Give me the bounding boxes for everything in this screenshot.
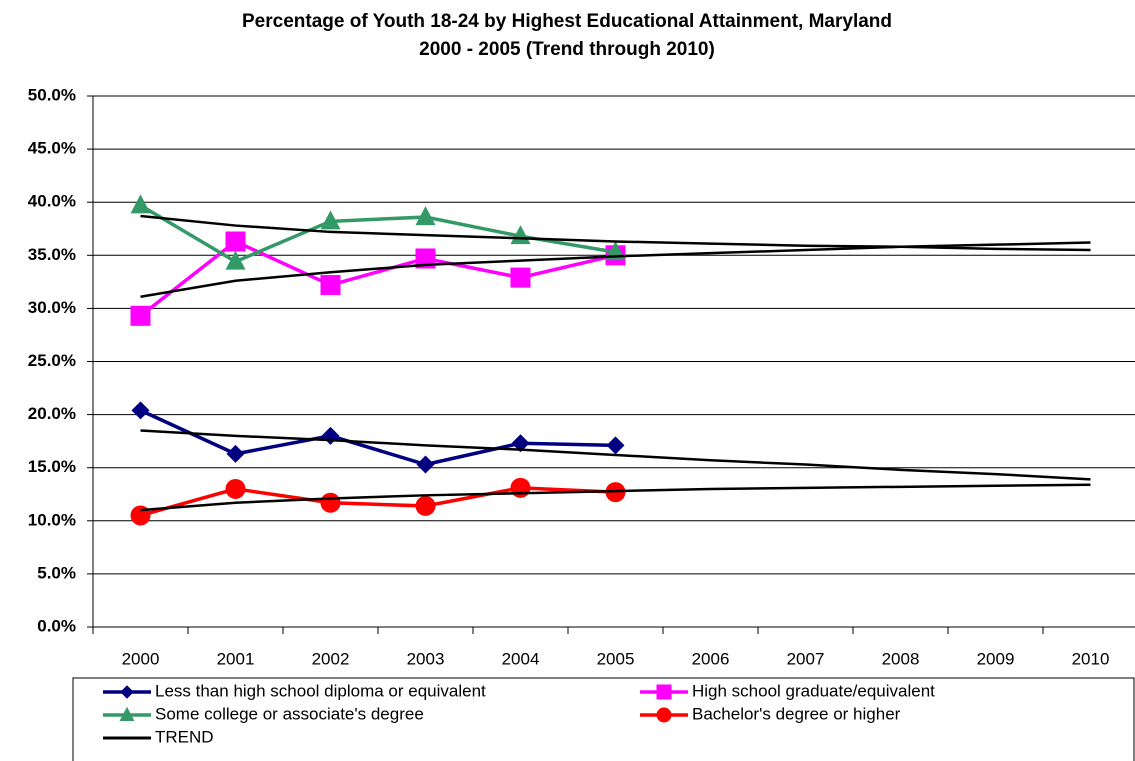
legend-label: Less than high school diploma or equival… — [155, 681, 486, 700]
x-tick-label: 2007 — [787, 649, 825, 668]
trend-line — [140, 241, 1091, 298]
x-tick-label: 2004 — [502, 649, 540, 668]
y-tick-label: 45.0% — [28, 139, 76, 158]
marker — [130, 194, 151, 214]
marker — [225, 478, 246, 499]
y-tick-label: 0.0% — [37, 616, 76, 635]
x-tick-label: 2009 — [977, 649, 1015, 668]
marker — [119, 706, 135, 721]
marker — [130, 305, 151, 326]
x-tick-label: 2008 — [882, 649, 920, 668]
marker — [416, 455, 435, 474]
x-tick-label: 2005 — [597, 649, 635, 668]
series-line — [139, 239, 616, 318]
legend-box — [72, 677, 1135, 761]
trend-line — [140, 214, 1091, 252]
marker — [415, 206, 436, 226]
x-tick-label: 2002 — [312, 649, 350, 668]
marker — [656, 684, 672, 700]
y-tick-label: 20.0% — [28, 404, 76, 423]
marker — [320, 275, 341, 296]
marker — [225, 250, 246, 270]
y-tick-label: 30.0% — [28, 298, 76, 317]
trend-line — [140, 483, 1091, 512]
marker — [606, 436, 625, 455]
y-tick-label: 25.0% — [28, 351, 76, 370]
x-tick-label: 2010 — [1072, 649, 1110, 668]
x-tick-label: 2003 — [407, 649, 445, 668]
y-tick-label: 10.0% — [28, 510, 76, 529]
legend-label: Bachelor's degree or higher — [692, 704, 901, 723]
marker — [321, 426, 340, 445]
marker — [510, 267, 531, 288]
marker — [510, 477, 531, 498]
series-line — [139, 408, 616, 467]
marker — [656, 707, 672, 723]
marker — [511, 434, 530, 453]
series-line — [140, 486, 616, 518]
marker — [415, 495, 436, 516]
y-tick-label: 35.0% — [28, 245, 76, 264]
marker — [226, 444, 245, 463]
trend-line — [140, 429, 1091, 481]
x-tick-label: 2001 — [217, 649, 255, 668]
y-tick-label: 40.0% — [28, 192, 76, 211]
chart-subtitle: 2000 - 2005 (Trend through 2010) — [419, 39, 715, 60]
legend-label: Some college or associate's degree — [155, 704, 424, 723]
marker — [120, 685, 134, 699]
marker — [320, 210, 341, 230]
legend-label: High school graduate/equivalent — [692, 681, 935, 700]
chart-title: Percentage of Youth 18-24 by Highest Edu… — [242, 11, 892, 32]
y-tick-label: 15.0% — [28, 457, 76, 476]
marker — [131, 401, 150, 420]
x-tick-label: 2006 — [692, 649, 730, 668]
y-tick-label: 5.0% — [37, 563, 76, 582]
legend-label: TREND — [155, 727, 214, 746]
marker — [320, 492, 341, 513]
y-tick-label: 50.0% — [28, 85, 76, 104]
x-tick-label: 2000 — [122, 649, 160, 668]
marker — [225, 231, 246, 252]
